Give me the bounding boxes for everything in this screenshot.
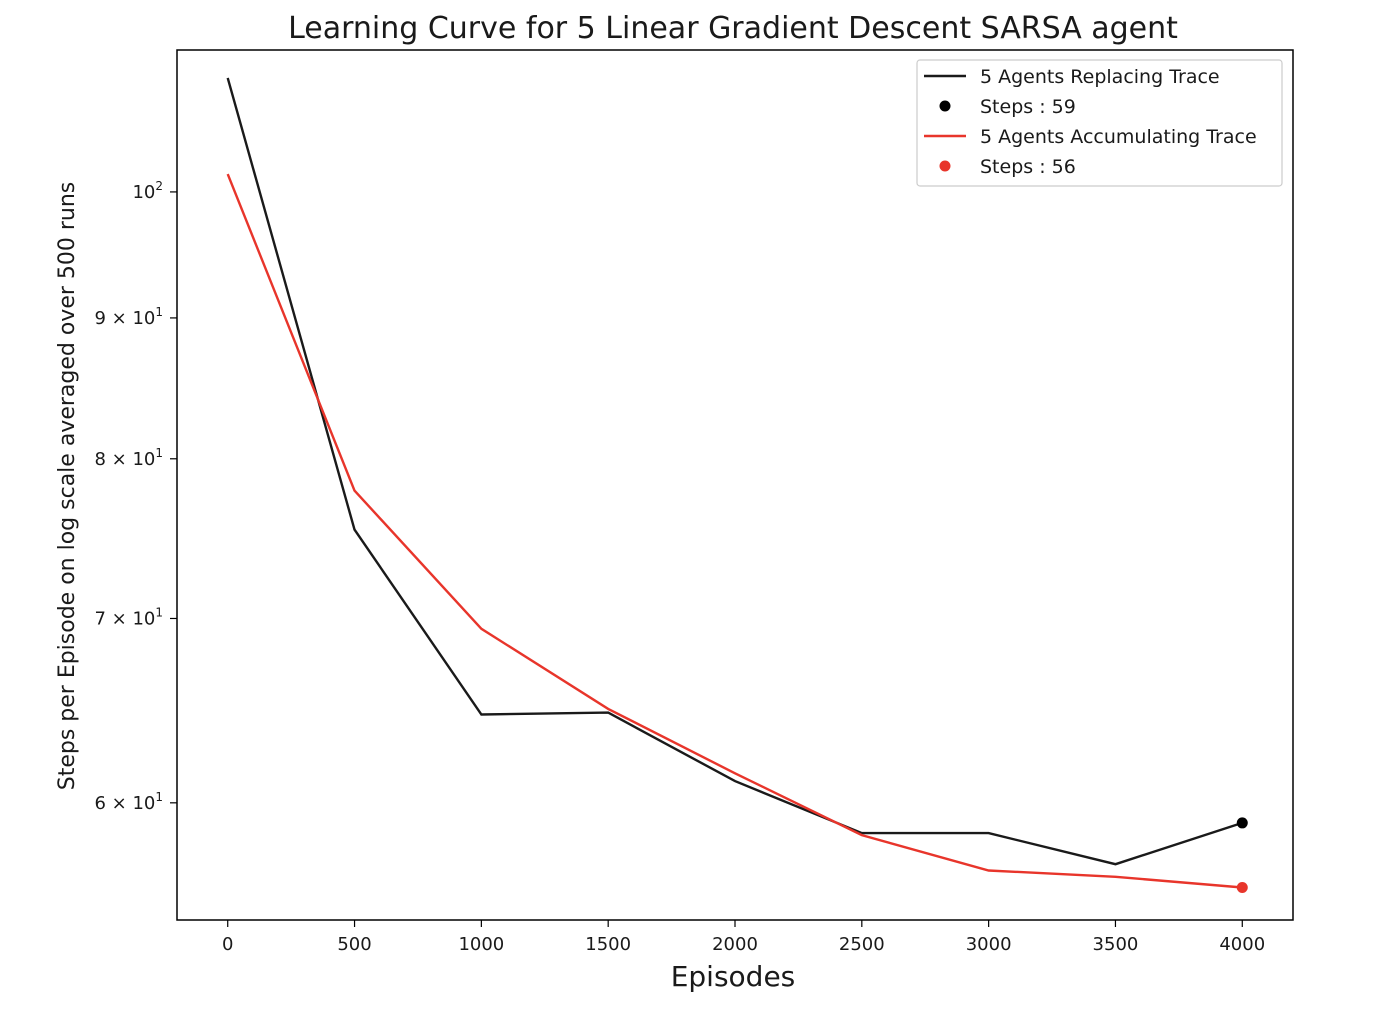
legend-dot-swatch [939,100,951,112]
accumulating-trace-line [226,173,1243,889]
legend-label: Steps : 56 [980,156,1076,178]
final-points [1236,817,1248,893]
x-tick-label: 3000 [966,934,1012,955]
final-point-replacing [1236,817,1248,829]
y-axis-ticks: 6 × 101 7 × 101 8 × 101 9 × 101 102 [94,179,177,814]
y-tick-label: 9 × 101 [94,305,163,329]
legend-label: 5 Agents Accumulating Trace [980,126,1257,148]
x-tick-label: 500 [337,934,371,955]
x-tick-label: 1500 [585,934,631,955]
x-tick-label: 3500 [1093,934,1139,955]
y-axis-label: Steps per Episode on log scale averaged … [55,182,80,791]
x-tick-label: 4000 [1219,934,1265,955]
chart-title: Learning Curve for 5 Linear Gradient Des… [288,11,1178,46]
legend-label: 5 Agents Replacing Trace [980,66,1220,88]
legend-box [916,59,1283,187]
legend-dot-swatch [939,160,951,172]
legend-entry-replacing-trace: 5 Agents Replacing Trace [924,66,1220,88]
x-tick-label: 0 [222,934,233,955]
y-tick-label: 102 [132,179,163,203]
series-lines [226,77,1243,889]
y-tick-label: 8 × 101 [94,446,163,470]
legend-entry-steps-59: Steps : 59 [939,96,1076,118]
x-tick-label: 2500 [839,934,885,955]
x-axis-ticks: 0 500 1000 1500 2000 2500 3000 3500 4000 [222,920,1265,955]
replacing-trace-line [226,77,1243,866]
legend-entry-steps-56: Steps : 56 [939,156,1076,178]
legend: 5 Agents Replacing Trace Steps : 59 5 Agen… [916,59,1283,187]
y-tick-label: 6 × 101 [94,790,163,814]
x-tick-label: 2000 [712,934,758,955]
x-axis-label: Episodes [671,960,796,993]
legend-label: Steps : 59 [980,96,1076,118]
legend-entry-accumulating-trace: 5 Agents Accumulating Trace [924,126,1257,148]
y-tick-label: 7 × 101 [94,605,163,629]
final-point-accumulating [1236,881,1248,893]
x-tick-label: 1000 [458,934,504,955]
